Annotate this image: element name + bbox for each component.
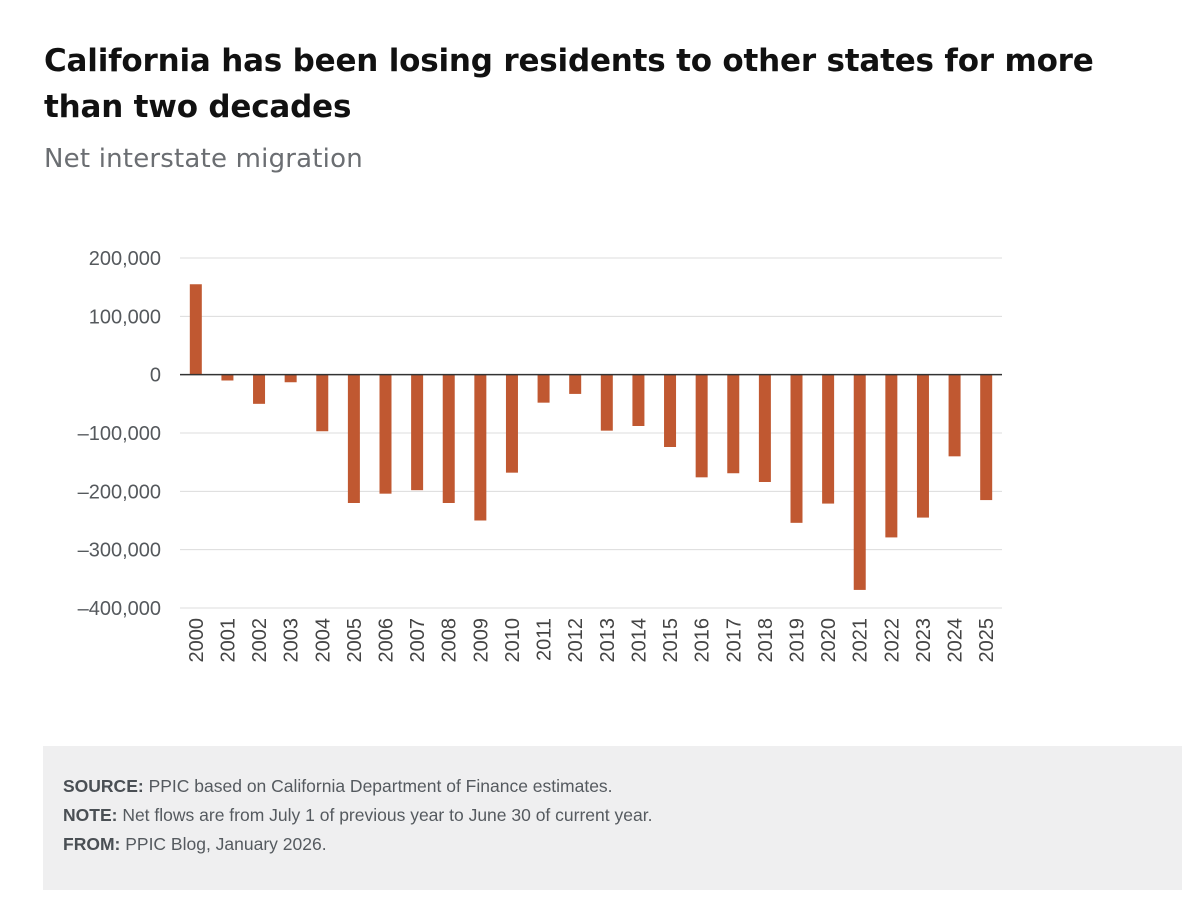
from-note: FROM: PPIC Blog, January 2026.: [63, 834, 327, 855]
bar: [853, 374, 866, 590]
bar: [474, 374, 487, 521]
bar: [284, 374, 297, 383]
x-tick-label: 2017: [723, 618, 745, 663]
bar: [569, 374, 582, 394]
bar: [189, 284, 202, 375]
bar: [505, 374, 518, 473]
chart-subtitle: Net interstate migration: [44, 144, 363, 174]
bar: [980, 374, 993, 501]
bar: [411, 374, 424, 491]
x-tick-label: 2023: [913, 618, 935, 663]
y-tick-label: 200,000: [89, 248, 161, 270]
x-tick-label: 2005: [344, 618, 366, 663]
note-note: NOTE: Net flows are from July 1 of previ…: [63, 805, 652, 826]
x-tick-label: 2013: [597, 618, 619, 663]
bar: [916, 374, 929, 518]
y-tick-label: –200,000: [78, 481, 161, 503]
bar: [316, 374, 329, 432]
x-tick-label: 2009: [470, 618, 492, 663]
x-tick-label: 2015: [660, 618, 682, 663]
bar: [822, 374, 835, 504]
bar: [253, 374, 266, 404]
bar: [442, 374, 455, 503]
x-tick-label: 2019: [787, 618, 809, 663]
bar: [221, 374, 234, 381]
x-tick-label: 2004: [312, 618, 334, 663]
bar: [790, 374, 803, 523]
y-tick-label: 0: [150, 365, 161, 387]
bar: [537, 374, 550, 403]
y-tick-label: 100,000: [89, 306, 161, 328]
bar: [948, 374, 961, 457]
x-tick-label: 2007: [407, 618, 429, 663]
from-label: FROM:: [63, 834, 121, 854]
x-tick-label: 2022: [881, 618, 903, 663]
bar: [727, 374, 740, 474]
x-tick-label: 2021: [850, 618, 872, 663]
x-tick-label: 2008: [439, 618, 461, 663]
y-tick-label: –300,000: [78, 540, 161, 562]
note-text: Net flows are from July 1 of previous ye…: [117, 805, 653, 825]
from-text: PPIC Blog, January 2026.: [120, 834, 327, 854]
bar: [347, 374, 360, 503]
x-tick-label: 2010: [502, 618, 524, 663]
source-label: SOURCE:: [63, 776, 144, 796]
x-tick-label: 2020: [818, 618, 840, 663]
y-tick-label: –100,000: [78, 423, 161, 445]
x-tick-label: 2011: [534, 618, 556, 661]
bar: [379, 374, 392, 494]
x-tick-label: 2016: [692, 618, 714, 663]
x-tick-label: 2024: [945, 618, 967, 663]
x-tick-label: 2002: [249, 618, 271, 663]
note-label: NOTE:: [63, 805, 118, 825]
bar: [758, 374, 771, 482]
footer-notes: SOURCE: PPIC based on California Departm…: [43, 746, 1182, 890]
bar: [664, 374, 677, 447]
source-note: SOURCE: PPIC based on California Departm…: [63, 776, 613, 797]
bar-chart: 200,000 100,000 0 –100,000 –200,000 –300,000 –…: [78, 248, 1002, 663]
chart-title: California has been losing residents to …: [44, 43, 1094, 125]
x-tick-label: 2003: [281, 618, 303, 663]
x-tick-label: 2025: [976, 618, 998, 663]
bar: [600, 374, 613, 431]
x-tick-label: 2012: [565, 618, 587, 663]
y-tick-label: –400,000: [78, 598, 161, 620]
x-tick-label: 2001: [217, 618, 239, 663]
bar: [885, 374, 898, 538]
bar: [695, 374, 708, 478]
x-tick-label: 2000: [186, 618, 208, 663]
x-tick-label: 2018: [755, 618, 777, 663]
source-text: PPIC based on California Department of F…: [143, 776, 613, 796]
bar: [632, 374, 645, 426]
x-tick-label: 2006: [376, 618, 398, 663]
x-tick-label: 2014: [628, 618, 650, 663]
